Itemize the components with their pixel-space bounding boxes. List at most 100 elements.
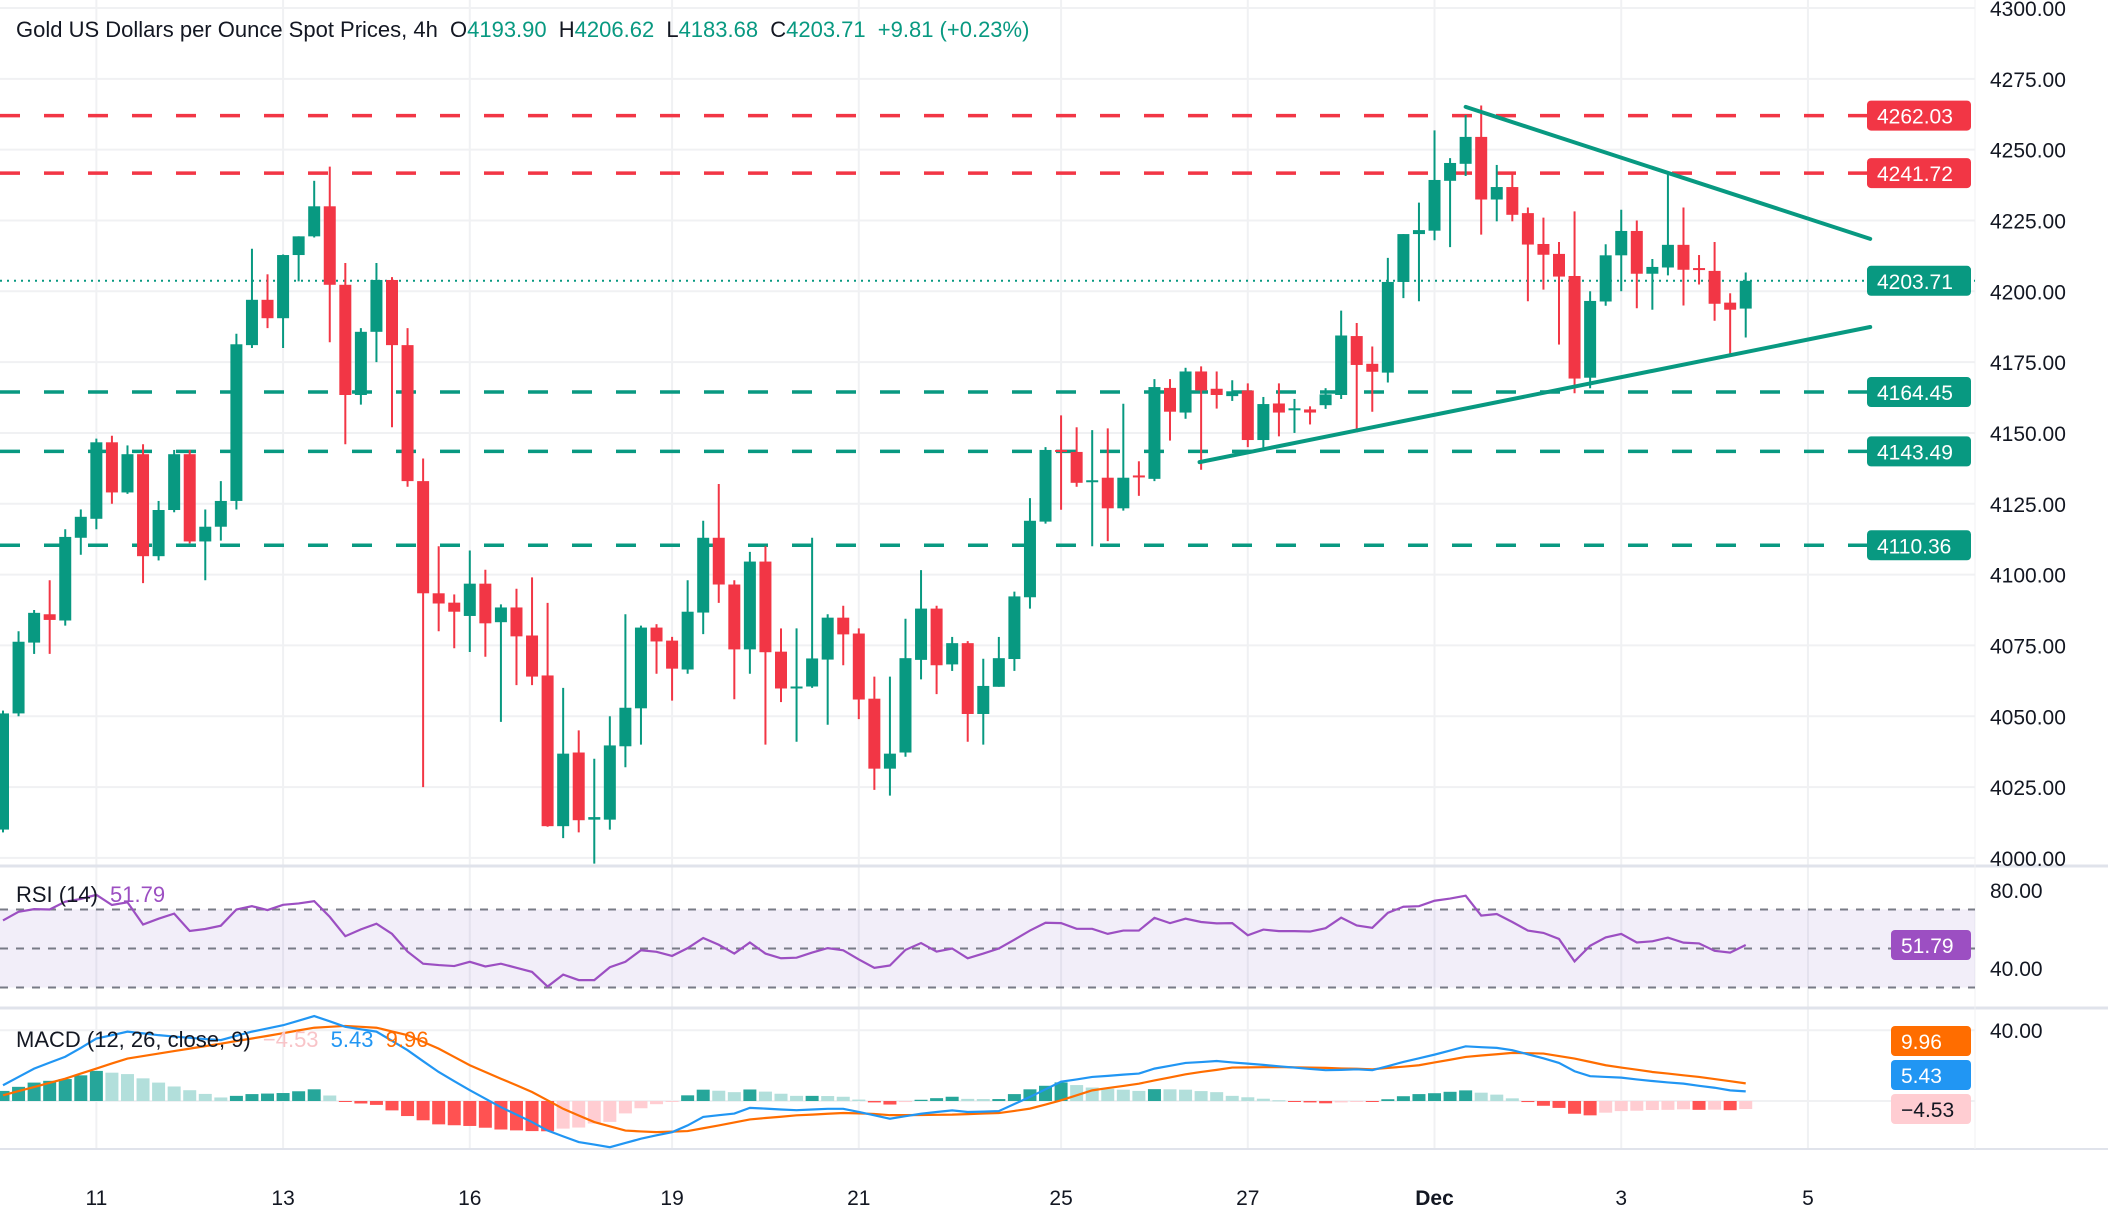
level-price-tag: 4164.45 (1867, 377, 1971, 408)
candle-body (1708, 270, 1721, 304)
macd-histogram-bar (992, 1099, 1006, 1101)
candle (370, 262, 383, 363)
candle-body (448, 602, 461, 612)
macd-histogram-bar (914, 1099, 928, 1101)
candle-body (1537, 243, 1550, 255)
candle (712, 483, 725, 603)
candle-body (1272, 403, 1285, 413)
macd-histogram-bar (338, 1101, 352, 1102)
level-price-tag: 4143.49 (1867, 436, 1971, 467)
candle-body (1164, 387, 1176, 412)
candle-body (961, 643, 974, 714)
candle-body (1428, 179, 1441, 231)
macd-histogram-bar (1023, 1089, 1037, 1101)
macd-signal-tag-text: 9.96 (1901, 1031, 1942, 1054)
price-axis-label: 4250.00 (1990, 140, 2066, 163)
candle-body (245, 299, 258, 346)
macd-histogram-bar (1319, 1101, 1333, 1104)
candle-body (199, 526, 212, 542)
candle-body (183, 454, 196, 542)
candle-body (432, 593, 445, 604)
rsi-axis-label: 40.00 (1990, 958, 2043, 981)
candle (728, 580, 741, 700)
rsi-band (0, 909, 1975, 988)
candle-body (1506, 187, 1519, 215)
high-key: H (558, 17, 575, 42)
macd-line-value: 5.43 (330, 1027, 374, 1052)
macd-histogram-bar (1739, 1101, 1753, 1110)
candle-body (401, 345, 414, 482)
macd-histogram-bar (385, 1101, 399, 1111)
macd-histogram-bar (821, 1096, 835, 1101)
candle-body (230, 344, 243, 501)
macd-histogram-bar (1365, 1101, 1379, 1102)
macd-histogram-bar (976, 1099, 990, 1101)
candle-body (1070, 451, 1083, 483)
macd-histogram-bar (43, 1080, 57, 1101)
macd-histogram-bar (323, 1095, 337, 1101)
candle-body (1693, 268, 1706, 271)
high-value: 4206.62 (574, 17, 655, 42)
macd-histogram-bar (416, 1101, 430, 1121)
time-axis-label: 3 (1615, 1187, 1627, 1210)
candle-body (1677, 244, 1690, 270)
candle (1257, 396, 1270, 452)
candle (479, 569, 492, 657)
change-value: +9.81 (+0.23%) (877, 17, 1030, 42)
candle (1708, 242, 1721, 321)
candle-body (1039, 449, 1052, 522)
candle-body (603, 745, 616, 820)
symbol-legend: Gold US Dollars per Ounce Spot Prices, 4… (16, 17, 1035, 43)
candle (666, 636, 679, 701)
candle (883, 676, 896, 796)
candle-body (1475, 136, 1488, 200)
macd-histogram-bar (1583, 1101, 1597, 1116)
macd-histogram-bar (261, 1093, 275, 1101)
macd-histogram-bar (1287, 1101, 1301, 1102)
macd-histogram-bar (665, 1101, 679, 1102)
candle (1553, 242, 1565, 345)
candle-body (1739, 280, 1752, 309)
macd-histogram-bar (758, 1091, 772, 1101)
candle (806, 537, 819, 688)
macd-histogram-bar (1645, 1101, 1659, 1111)
candle (1055, 415, 1068, 510)
macd-histogram-bar (1101, 1088, 1115, 1101)
candle (1350, 323, 1363, 433)
candle (1023, 498, 1036, 609)
macd-histogram-bar (167, 1086, 181, 1101)
candle-body (339, 284, 352, 395)
candle (1506, 173, 1519, 222)
candle-body (1490, 187, 1503, 200)
level-price-tag-text: 4241.72 (1877, 163, 1953, 186)
macd-signal-tag: 9.96 (1891, 1026, 1971, 1056)
macd-histogram-bar (463, 1101, 477, 1126)
macd-histogram-bar (1039, 1085, 1053, 1101)
macd-histogram-bar (1007, 1094, 1021, 1101)
macd-histogram-bar (432, 1101, 446, 1125)
candle (1319, 388, 1332, 409)
macd-histogram-bar (1614, 1101, 1628, 1112)
time-axis-label: 13 (271, 1187, 294, 1210)
candle (1288, 398, 1301, 433)
candle-body (837, 617, 850, 635)
macd-histogram-bar (120, 1074, 134, 1101)
candle (1475, 105, 1488, 235)
candle (199, 509, 212, 581)
macd-histogram-bar (1396, 1096, 1410, 1101)
candle-body (806, 658, 819, 687)
macd-histogram-bar (1054, 1082, 1068, 1101)
time-axis-label: 19 (660, 1187, 683, 1210)
time-axis-label: 27 (1236, 1187, 1259, 1210)
candle (634, 625, 647, 745)
level-price-tag-bg (1867, 530, 1971, 561)
open-key: O (449, 17, 468, 42)
macd-histogram-bar (1428, 1093, 1442, 1101)
macd-histogram-bar (1194, 1091, 1208, 1101)
candle (837, 605, 850, 666)
level-price-tag-bg (1867, 377, 1971, 408)
candle (74, 509, 87, 555)
candle (1739, 272, 1752, 338)
candle (1646, 259, 1659, 310)
